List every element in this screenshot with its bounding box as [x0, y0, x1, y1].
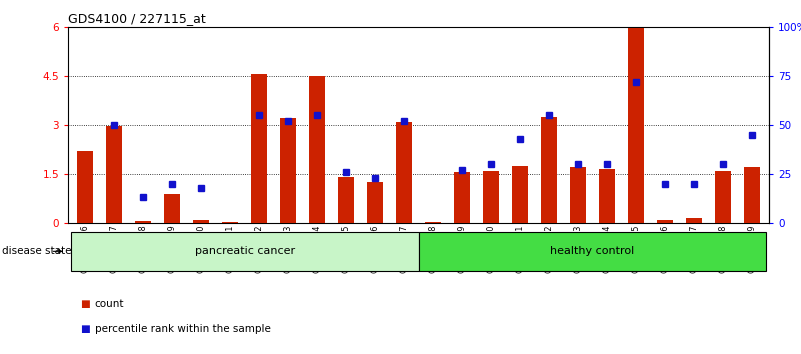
Text: pancreatic cancer: pancreatic cancer: [195, 246, 295, 256]
Bar: [686, 218, 702, 223]
Bar: [454, 172, 470, 223]
Bar: [280, 118, 296, 223]
Bar: [193, 221, 209, 223]
Bar: [309, 76, 325, 223]
Bar: [396, 121, 412, 223]
Bar: [714, 171, 731, 223]
Bar: [570, 167, 586, 223]
Bar: [252, 74, 268, 223]
Text: ■: ■: [80, 299, 90, 309]
Text: healthy control: healthy control: [550, 246, 634, 256]
Bar: [425, 222, 441, 223]
Bar: [541, 116, 557, 223]
Text: ■: ■: [80, 324, 90, 334]
Text: disease state: disease state: [2, 246, 71, 256]
Text: GDS4100 / 227115_at: GDS4100 / 227115_at: [68, 12, 206, 25]
Bar: [338, 177, 354, 223]
Bar: [599, 169, 614, 223]
Text: percentile rank within the sample: percentile rank within the sample: [95, 324, 271, 334]
Bar: [512, 166, 528, 223]
Bar: [135, 221, 151, 223]
Bar: [657, 221, 673, 223]
Bar: [367, 182, 383, 223]
Bar: [418, 232, 766, 271]
Bar: [107, 126, 123, 223]
Bar: [71, 232, 418, 271]
Text: count: count: [95, 299, 124, 309]
Bar: [628, 28, 644, 223]
Bar: [164, 194, 180, 223]
Bar: [743, 167, 759, 223]
Bar: [223, 222, 238, 223]
Bar: [78, 151, 94, 223]
Bar: [483, 171, 499, 223]
